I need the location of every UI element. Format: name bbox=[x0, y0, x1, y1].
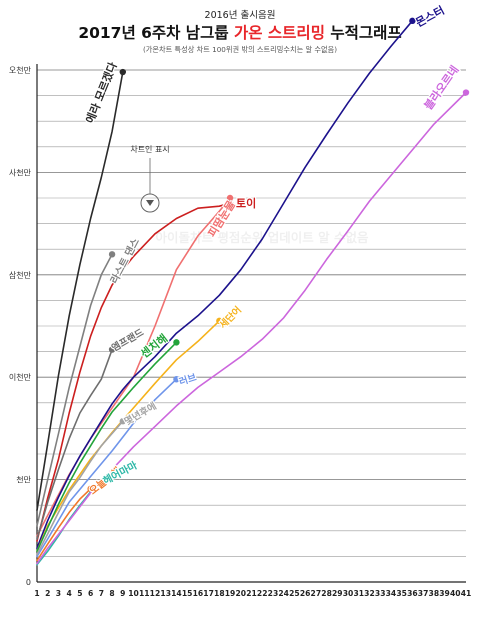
series-8 bbox=[36, 339, 180, 553]
x-tick-label: 11 bbox=[139, 589, 150, 598]
series-line bbox=[36, 348, 113, 540]
series-2 bbox=[36, 251, 116, 527]
y-tick-label: 이천만 bbox=[9, 372, 32, 382]
x-tick-label: 26 bbox=[300, 589, 311, 598]
series-line bbox=[36, 487, 92, 562]
x-tick-label: 37 bbox=[418, 589, 429, 598]
x-tick-label: 16 bbox=[193, 589, 204, 598]
series-10 bbox=[36, 418, 127, 556]
x-tick-label: 36 bbox=[407, 589, 418, 598]
series-end-point bbox=[173, 376, 180, 383]
y-tick-label: 0 bbox=[26, 578, 31, 587]
series-4 bbox=[36, 199, 234, 542]
x-tick-label: 20 bbox=[235, 589, 246, 598]
series-end-point bbox=[409, 17, 416, 25]
x-tick-label: 40 bbox=[450, 589, 461, 598]
series-end-point bbox=[119, 418, 127, 425]
annotation-circle-icon bbox=[140, 193, 160, 213]
series-line bbox=[36, 71, 124, 512]
series-line bbox=[36, 378, 178, 558]
series-end-point bbox=[226, 194, 234, 202]
x-tick-label: 35 bbox=[396, 589, 407, 598]
x-tick-label: 13 bbox=[160, 589, 171, 598]
x-tick-label: 29 bbox=[332, 589, 343, 598]
x-tick-label: 28 bbox=[321, 589, 332, 598]
x-tick-label: 9 bbox=[120, 589, 125, 598]
series-1 bbox=[36, 68, 127, 512]
x-tick-label: 8 bbox=[109, 589, 114, 598]
x-tick-label: 39 bbox=[439, 589, 450, 598]
series-line bbox=[36, 19, 414, 550]
x-tick-label: 10 bbox=[128, 589, 139, 598]
x-tick-label: 27 bbox=[311, 589, 322, 598]
x-tick-label: 30 bbox=[343, 589, 354, 598]
y-tick-label: 삼천만 bbox=[9, 270, 32, 280]
x-tick-label: 7 bbox=[99, 589, 104, 598]
x-tick-label: 34 bbox=[386, 589, 397, 598]
x-tick-label: 1 bbox=[34, 589, 39, 598]
series bbox=[36, 17, 470, 566]
series-end-point bbox=[108, 251, 116, 258]
chart-pretitle: 2016년 출시음원 bbox=[205, 10, 276, 21]
series-label: 토이 bbox=[236, 196, 256, 210]
title-part-2: 누적그래프 bbox=[325, 24, 402, 42]
series-line bbox=[36, 202, 231, 542]
y-tick-label: 오천만 bbox=[9, 65, 32, 75]
series-end-point bbox=[462, 89, 470, 96]
x-tick-label: 6 bbox=[88, 589, 93, 598]
series-line bbox=[36, 253, 113, 527]
chart-in-annotation: 차트인 표시 bbox=[130, 144, 170, 213]
series-9 bbox=[36, 376, 180, 558]
chart-title: 2017년 6주차 남그룹 가온 스트리밍 누적그래프 bbox=[78, 23, 401, 42]
title-highlight: 가온 스트리밍 bbox=[234, 24, 325, 42]
series-line bbox=[36, 420, 124, 556]
series-5 bbox=[36, 346, 116, 540]
series-end-point bbox=[226, 199, 234, 207]
series-line bbox=[36, 91, 467, 565]
chart-subtitle: (가온차트 특성상 차트 100위권 밖의 스트리밍수치는 알 수없음) bbox=[143, 45, 337, 54]
x-tick-label: 3 bbox=[56, 589, 61, 598]
series-end-point bbox=[216, 317, 223, 325]
x-tick-label: 18 bbox=[214, 589, 225, 598]
x-tick-label: 25 bbox=[289, 589, 300, 598]
x-tick-label: 22 bbox=[257, 589, 268, 598]
series-line bbox=[36, 341, 178, 553]
x-tick-label: 33 bbox=[375, 589, 386, 598]
series-13 bbox=[36, 89, 470, 565]
series-label: 몬스터 bbox=[413, 3, 446, 30]
series-label: 러브 bbox=[178, 371, 199, 388]
y-tick-label: 천만 bbox=[16, 475, 31, 485]
x-tick-label: 38 bbox=[429, 589, 440, 598]
series-6 bbox=[36, 17, 416, 550]
series-label: 라스트 댄스 bbox=[107, 236, 142, 286]
x-tick-label: 21 bbox=[246, 589, 257, 598]
title-part-1: 2017년 6주차 남그룹 bbox=[78, 23, 234, 42]
y-tick-label: 사천만 bbox=[9, 167, 32, 177]
x-tick-label: 14 bbox=[171, 589, 182, 598]
series-label: 세단어 bbox=[217, 304, 244, 331]
series-end-point bbox=[119, 68, 127, 76]
annotation-arrow-icon bbox=[146, 200, 154, 206]
series-end-point bbox=[108, 346, 116, 353]
x-tick-label: 19 bbox=[225, 589, 236, 598]
series-end-point bbox=[98, 479, 105, 486]
x-tick-label: 15 bbox=[182, 589, 193, 598]
x-tick-label: 41 bbox=[461, 589, 472, 598]
x-tick-label: 23 bbox=[268, 589, 279, 598]
series-end-point bbox=[173, 339, 180, 346]
x-tick-label: 24 bbox=[278, 589, 289, 598]
x-tick-label: 31 bbox=[353, 589, 364, 598]
x-tick-label: 4 bbox=[67, 589, 72, 598]
annotation-text: 차트인 표시 bbox=[130, 144, 169, 154]
x-tick-label: 5 bbox=[77, 589, 82, 598]
x-tick-label: 32 bbox=[364, 589, 375, 598]
x-tick-label: 2 bbox=[45, 589, 50, 598]
x-tick-label: 12 bbox=[150, 589, 161, 598]
x-tick-label: 17 bbox=[203, 589, 214, 598]
